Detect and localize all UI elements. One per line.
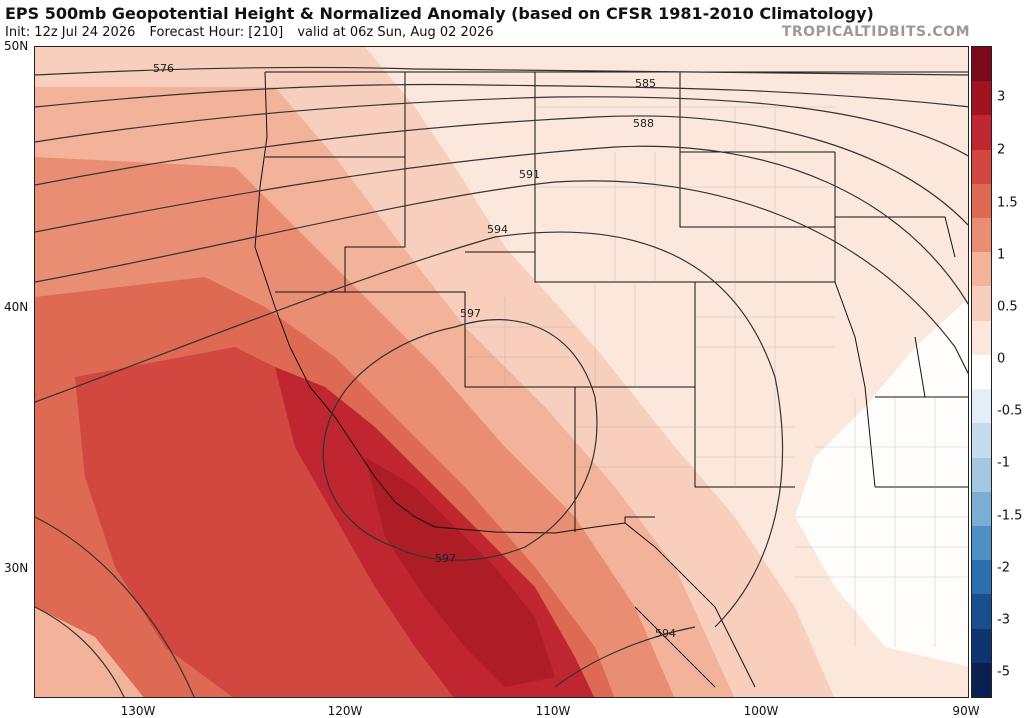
map-title: EPS 500mb Geopotential Height & Normaliz…	[5, 4, 874, 23]
anomaly-core-inner	[365, 457, 555, 687]
lat-label: 40N	[4, 300, 29, 314]
contour-579	[35, 83, 968, 108]
colorbar-label: 0.5	[997, 299, 1018, 315]
colorbar-segment	[972, 115, 991, 151]
lon-label: 130W	[120, 704, 156, 718]
county-lines	[465, 106, 968, 647]
colorbar-segment	[972, 252, 991, 287]
colorbar-segment	[972, 594, 991, 630]
contour-label: 597	[460, 307, 481, 320]
init-time: Init: 12z Jul 24 2026	[5, 25, 136, 40]
colorbar-segment	[972, 354, 991, 390]
brand-watermark: TROPICALTIDBITS.COM	[781, 24, 970, 40]
colorbar-segment	[972, 47, 991, 82]
colorbar-label: 1	[997, 247, 1006, 263]
lon-label: 90W	[952, 704, 980, 718]
colorbar-segment	[972, 628, 991, 664]
contour-label: 576	[153, 62, 174, 75]
colorbar-segment	[972, 389, 991, 424]
contour-594-north	[35, 231, 784, 628]
contour-591	[35, 180, 968, 375]
colorbar-segment	[972, 81, 991, 116]
contour-label: 591	[519, 168, 540, 181]
colorbar-label: -1	[997, 455, 1010, 471]
contour-585	[35, 115, 968, 226]
contour-576	[35, 66, 968, 76]
height-contours	[35, 66, 968, 697]
colorbar-segment	[972, 320, 991, 356]
contour-sw	[35, 516, 195, 697]
colorbar-segment	[972, 491, 991, 527]
colorbar-segment	[972, 457, 991, 493]
forecast-hour: Forecast Hour: [210]	[149, 25, 284, 40]
contour-582	[35, 96, 968, 157]
anomaly-east-zero	[795, 298, 968, 667]
colorbar-label: -1.5	[997, 508, 1023, 524]
contour-588	[35, 145, 968, 305]
lat-label: 50N	[4, 39, 29, 53]
contour-label: 597	[435, 552, 456, 565]
contour-label: 588	[633, 117, 654, 130]
lat-label: 30N	[4, 561, 29, 575]
colorbar-label: 2	[997, 142, 1006, 158]
contour-label: 585	[635, 77, 656, 90]
map-svg: 576 585 588 591 594 597 597 594	[35, 47, 968, 697]
lon-label: 120W	[327, 704, 363, 718]
valid-time: valid at 06z Sun, Aug 02 2026	[297, 25, 494, 40]
colorbar-segment	[972, 662, 991, 698]
contour-597	[322, 319, 598, 561]
colorbar-label: 0	[997, 351, 1006, 367]
colorbar-segment	[972, 183, 991, 219]
colorbar	[971, 46, 992, 698]
colorbar-segment	[972, 218, 991, 253]
lon-label: 110W	[535, 704, 571, 718]
colorbar-label: -5	[997, 664, 1010, 680]
colorbar-segment	[972, 560, 991, 595]
colorbar-label: -0.5	[997, 403, 1023, 419]
colorbar-segment	[972, 423, 991, 459]
map-subtitle: Init: 12z Jul 24 2026 Forecast Hour: [21…	[5, 25, 504, 40]
contour-sw-2	[35, 606, 125, 697]
colorbar-label: 1.5	[997, 195, 1018, 211]
anomaly-sw-corner	[35, 607, 144, 697]
colorbar-segment	[972, 286, 991, 322]
colorbar-segment	[972, 525, 991, 561]
contour-label: 594	[655, 627, 676, 640]
colorbar-segment	[972, 149, 991, 185]
lon-label: 100W	[743, 704, 779, 718]
colorbar-label: -2	[997, 560, 1010, 576]
map-panel: 576 585 588 591 594 597 597 594	[34, 46, 969, 698]
contour-labels: 576 585 588 591 594 597 597 594	[153, 62, 676, 640]
colorbar-label: 3	[997, 89, 1006, 105]
colorbar-label: -3	[997, 612, 1010, 628]
contour-594-south	[554, 626, 696, 688]
contour-label: 594	[487, 223, 508, 236]
